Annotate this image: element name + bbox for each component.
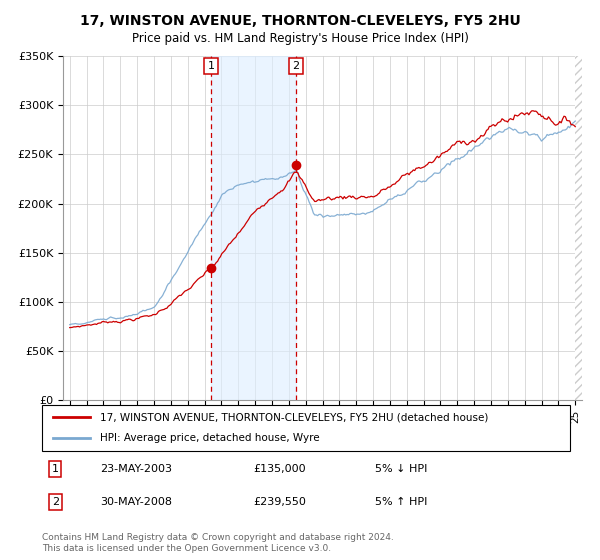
Text: 1: 1 [208,61,215,71]
Text: 17, WINSTON AVENUE, THORNTON-CLEVELEYS, FY5 2HU: 17, WINSTON AVENUE, THORNTON-CLEVELEYS, … [80,14,520,28]
Text: 17, WINSTON AVENUE, THORNTON-CLEVELEYS, FY5 2HU (detached house): 17, WINSTON AVENUE, THORNTON-CLEVELEYS, … [100,412,488,422]
Bar [575,56,582,400]
Text: Price paid vs. HM Land Registry's House Price Index (HPI): Price paid vs. HM Land Registry's House … [131,32,469,45]
Bar [575,56,582,400]
Text: 1: 1 [52,464,59,474]
Text: 30-MAY-2008: 30-MAY-2008 [100,497,172,507]
Text: 23-MAY-2003: 23-MAY-2003 [100,464,172,474]
Text: £135,000: £135,000 [253,464,306,474]
Text: £239,550: £239,550 [253,497,306,507]
Bar [575,56,582,400]
Text: 5% ↑ HPI: 5% ↑ HPI [374,497,427,507]
Text: 2: 2 [292,61,299,71]
Text: Contains HM Land Registry data © Crown copyright and database right 2024.
This d: Contains HM Land Registry data © Crown c… [42,533,394,553]
Text: 2: 2 [52,497,59,507]
Text: 5% ↓ HPI: 5% ↓ HPI [374,464,427,474]
Bar [211,56,296,400]
Text: HPI: Average price, detached house, Wyre: HPI: Average price, detached house, Wyre [100,433,320,444]
FancyBboxPatch shape [42,405,570,451]
